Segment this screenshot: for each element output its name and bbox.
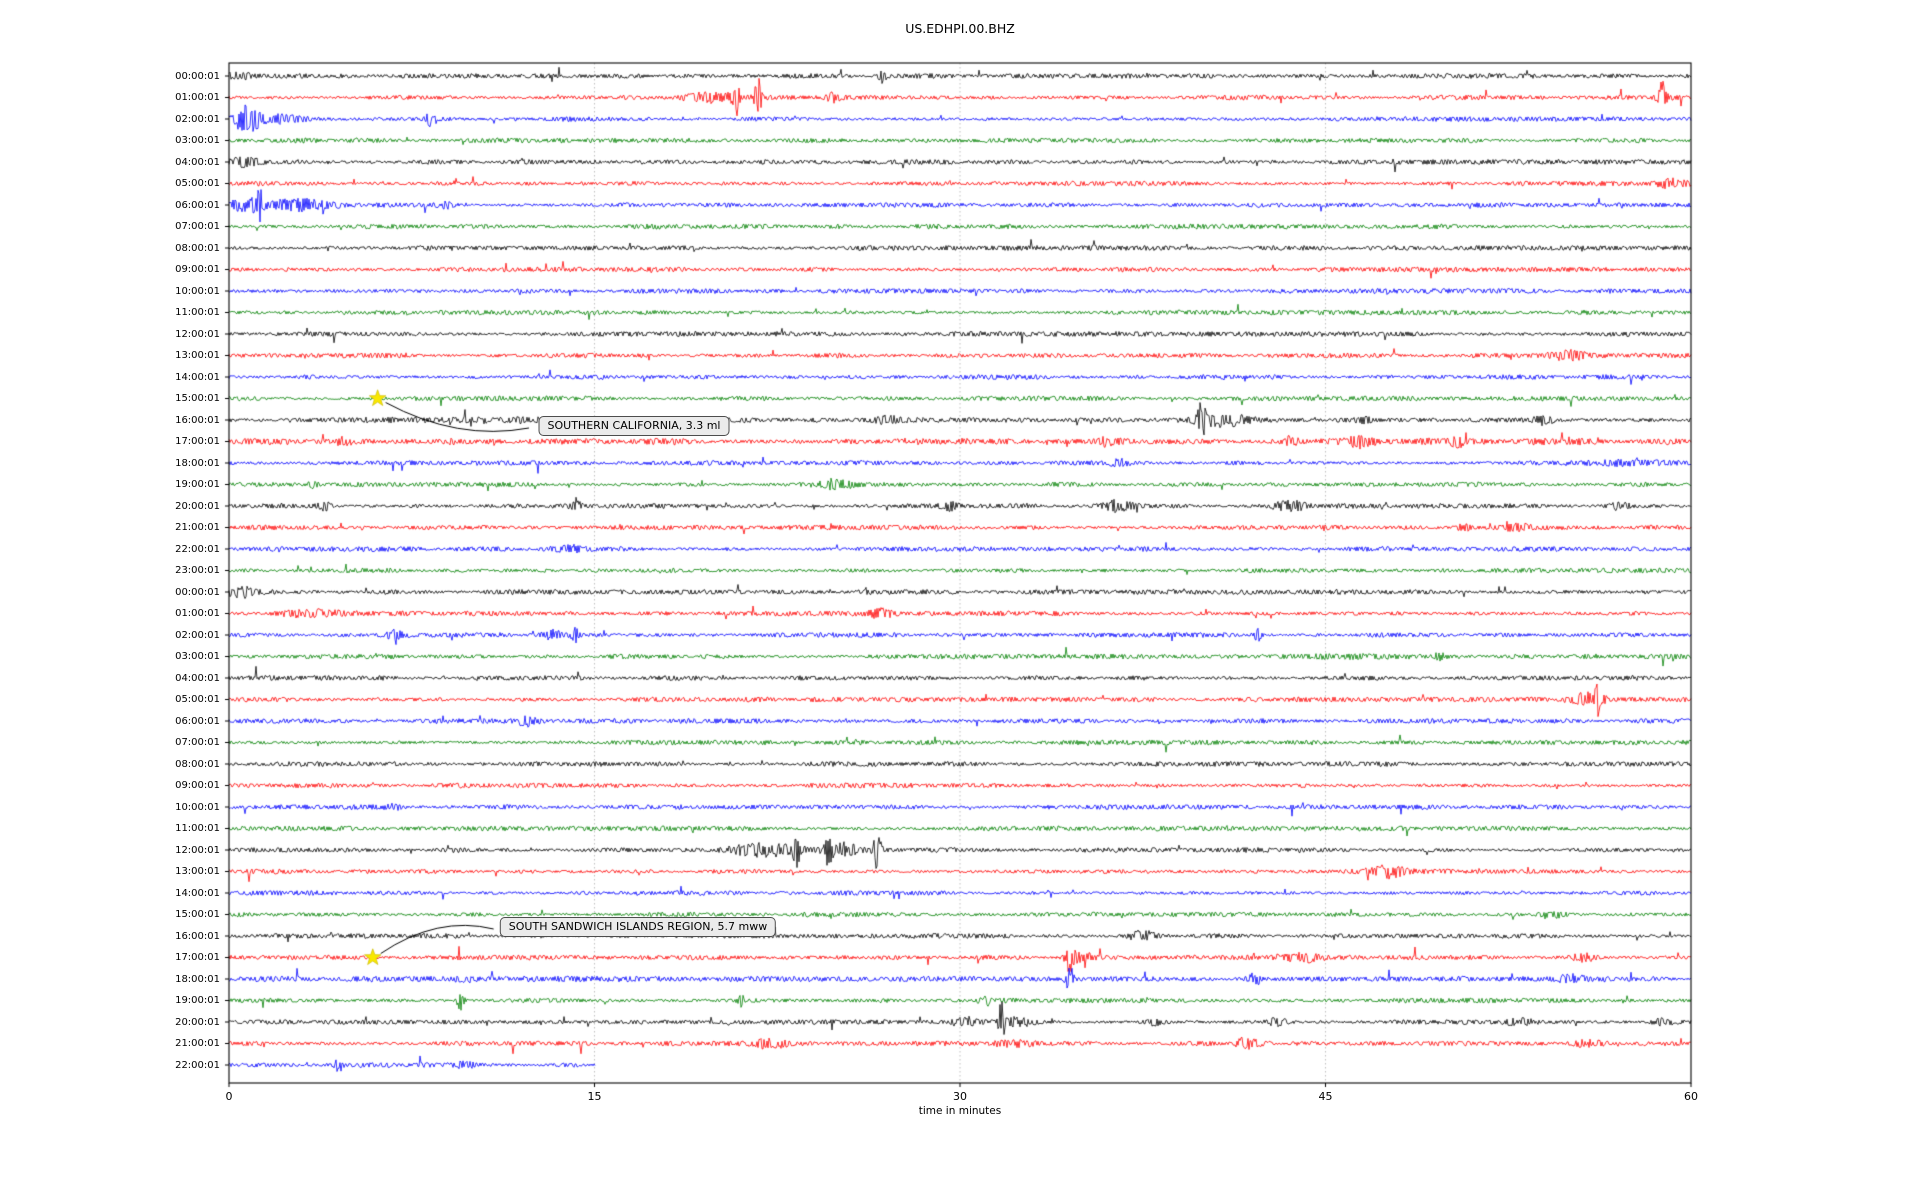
y-tick-label-hour: 22:00:01 bbox=[175, 543, 220, 555]
y-tick-label-hour: 23:00:01 bbox=[175, 565, 220, 576]
y-tick-label-hour: 12:00:01 bbox=[175, 328, 220, 340]
y-tick-label-hour: 07:00:01 bbox=[175, 737, 220, 748]
y-tick-label-hour: 06:00:01 bbox=[175, 199, 220, 211]
y-tick-label-hour: 02:00:01 bbox=[175, 113, 220, 125]
y-tick-label-hour: 11:00:01 bbox=[175, 307, 220, 318]
y-tick-label-hour: 21:00:01 bbox=[175, 522, 220, 533]
y-tick-label-hour: 09:00:01 bbox=[175, 264, 220, 275]
x-tick-label-minutes: 45 bbox=[1318, 1090, 1333, 1103]
y-tick-label-hour: 10:00:01 bbox=[175, 801, 220, 813]
y-tick-label-hour: 10:00:01 bbox=[175, 285, 220, 297]
y-tick-label-hour: 00:00:01 bbox=[175, 70, 220, 82]
y-tick-label-hour: 13:00:01 bbox=[175, 866, 220, 877]
y-tick-label-hour: 01:00:01 bbox=[175, 608, 220, 619]
y-tick-label-hour: 07:00:01 bbox=[175, 221, 220, 232]
y-tick-label-hour: 03:00:01 bbox=[175, 135, 220, 146]
x-axis-label: time in minutes bbox=[918, 1105, 1002, 1117]
y-tick-label-hour: 08:00:01 bbox=[175, 758, 220, 770]
x-tick-label-minutes: 15 bbox=[587, 1090, 602, 1103]
y-tick-label-hour: 12:00:01 bbox=[175, 844, 220, 856]
y-tick-label-hour: 05:00:01 bbox=[175, 694, 220, 705]
earthquake-annotation-label: SOUTHERN CALIFORNIA, 3.3 ml bbox=[538, 416, 730, 436]
y-tick-label-hour: 08:00:01 bbox=[175, 242, 220, 254]
y-tick-label-hour: 16:00:01 bbox=[175, 930, 220, 942]
y-tick-label-hour: 19:00:01 bbox=[175, 995, 220, 1006]
earthquake-annotation-label: SOUTH SANDWICH ISLANDS REGION, 5.7 mww bbox=[499, 917, 777, 937]
y-tick-label-hour: 14:00:01 bbox=[175, 887, 220, 899]
y-tick-label-hour: 00:00:01 bbox=[175, 586, 220, 598]
y-tick-label-hour: 22:00:01 bbox=[175, 1059, 220, 1071]
y-tick-label-hour: 09:00:01 bbox=[175, 780, 220, 791]
y-tick-label-hour: 17:00:01 bbox=[175, 436, 220, 447]
y-tick-label-hour: 14:00:01 bbox=[175, 371, 220, 383]
y-tick-label-hour: 19:00:01 bbox=[175, 479, 220, 490]
plot-title: US.EDHPI.00.BHZ bbox=[905, 21, 1015, 36]
y-tick-label-hour: 17:00:01 bbox=[175, 952, 220, 963]
y-tick-label-hour: 11:00:01 bbox=[175, 823, 220, 834]
x-tick-label-minutes: 0 bbox=[225, 1090, 233, 1103]
y-tick-label-hour: 15:00:01 bbox=[175, 393, 220, 404]
y-tick-label-hour: 16:00:01 bbox=[175, 414, 220, 426]
y-tick-label-hour: 13:00:01 bbox=[175, 350, 220, 361]
y-tick-label-hour: 02:00:01 bbox=[175, 629, 220, 641]
y-tick-label-hour: 06:00:01 bbox=[175, 715, 220, 727]
y-tick-label-hour: 04:00:01 bbox=[175, 156, 220, 168]
y-tick-label-hour: 03:00:01 bbox=[175, 651, 220, 662]
y-tick-label-hour: 18:00:01 bbox=[175, 457, 220, 469]
y-tick-label-hour: 01:00:01 bbox=[175, 92, 220, 103]
x-tick-label-minutes: 30 bbox=[953, 1090, 967, 1103]
y-tick-label-hour: 20:00:01 bbox=[175, 500, 220, 512]
y-tick-label-hour: 21:00:01 bbox=[175, 1038, 220, 1049]
y-tick-label-hour: 05:00:01 bbox=[175, 178, 220, 189]
y-tick-label-hour: 20:00:01 bbox=[175, 1016, 220, 1028]
y-tick-label-hour: 15:00:01 bbox=[175, 909, 220, 920]
y-tick-label-hour: 04:00:01 bbox=[175, 672, 220, 684]
x-tick-label-minutes: 60 bbox=[1684, 1090, 1698, 1103]
y-tick-label-hour: 18:00:01 bbox=[175, 973, 220, 985]
